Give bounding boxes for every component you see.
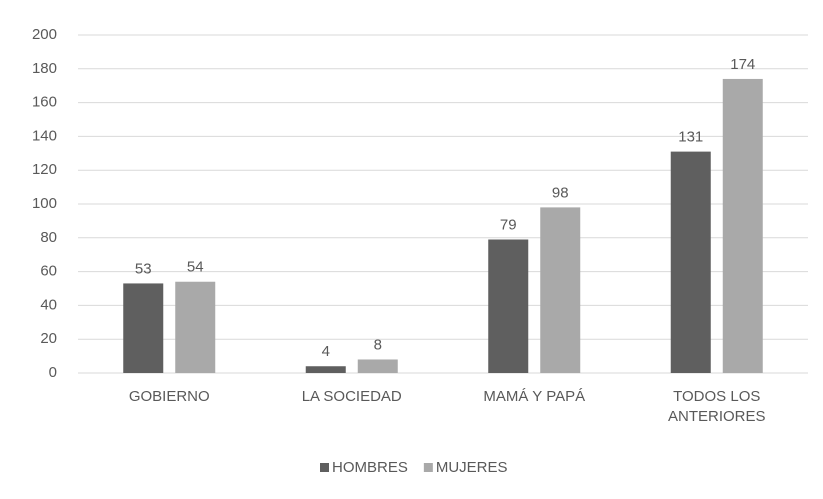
bar	[305, 366, 346, 373]
y-tick-label: 160	[32, 94, 57, 111]
data-label: 98	[552, 184, 569, 201]
y-tick-label: 140	[32, 127, 57, 144]
data-label: 53	[135, 260, 152, 277]
bar	[357, 359, 398, 373]
bar	[670, 151, 711, 373]
x-tick-label: TODOS LOS ANTERIORES	[667, 388, 766, 425]
bar	[123, 283, 164, 373]
bar	[722, 78, 763, 373]
data-label: 4	[322, 343, 330, 360]
data-label: 131	[678, 129, 703, 146]
y-tick-label: 180	[32, 60, 57, 77]
legend-swatch	[320, 463, 329, 472]
y-tick-label: 20	[40, 330, 57, 347]
x-tick-label: MAMÁ Y PAPÁ	[483, 388, 586, 405]
data-label: 8	[374, 336, 382, 353]
bar	[488, 239, 529, 373]
y-tick-label: 60	[40, 263, 57, 280]
y-tick-label: 80	[40, 229, 57, 246]
x-tick-label: GOBIERNO	[128, 388, 210, 405]
y-tick-label: 0	[49, 364, 57, 381]
y-tick-label: 200	[32, 26, 57, 43]
legend-label: MUJERES	[436, 459, 508, 476]
data-label: 54	[187, 259, 204, 276]
x-tick-label: LA SOCIEDAD	[301, 388, 402, 405]
y-tick-label: 100	[32, 195, 57, 212]
data-label: 79	[500, 216, 517, 233]
legend-label: HOMBRES	[332, 459, 408, 476]
data-label: 174	[730, 56, 755, 73]
legend-swatch	[423, 463, 433, 472]
y-tick-label: 120	[32, 161, 57, 178]
y-tick-label: 40	[40, 296, 57, 313]
bar	[175, 281, 216, 373]
bar	[540, 207, 581, 373]
